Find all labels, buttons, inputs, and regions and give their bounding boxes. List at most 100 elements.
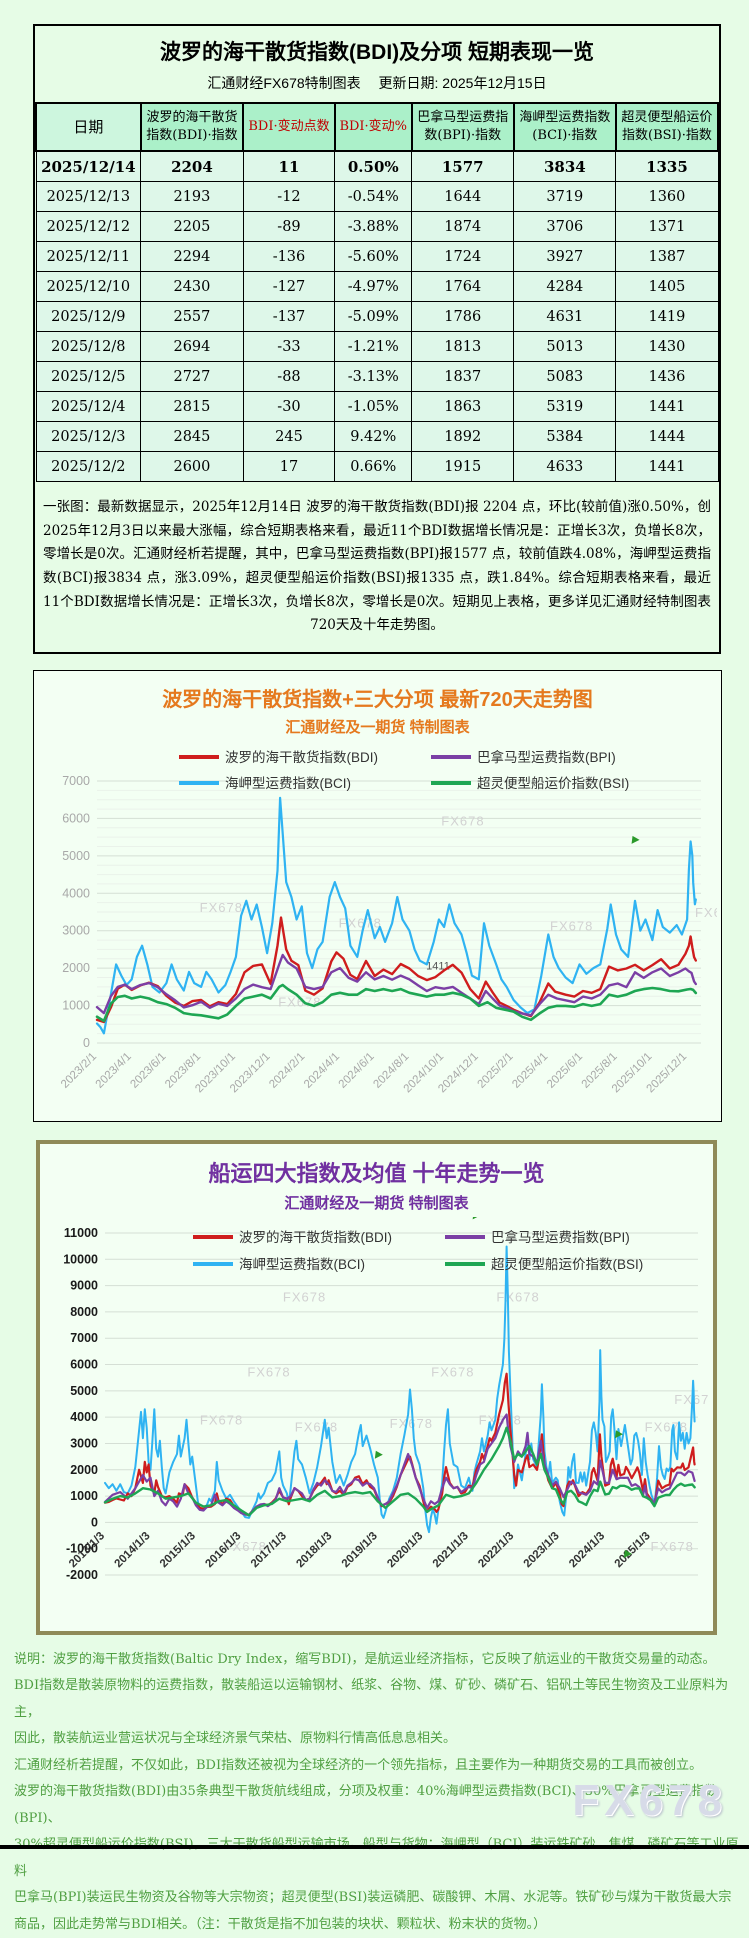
svg-text:2015/1/3: 2015/1/3 — [158, 1530, 198, 1570]
cell: 1892 — [411, 421, 515, 452]
series-2 — [95, 796, 697, 1035]
chart2-subtitle: 汇通财经及一期货 特制图表 — [284, 1194, 469, 1212]
header-row: 日期 波罗的海干散货 指数(BDI)·指数 BDI·变动点数 BDI·变动% 巴拿马型运费… — [35, 102, 720, 152]
svg-text:2025/4/1: 2025/4/1 — [510, 1050, 550, 1090]
table-row: 2025/12/12 2205 -89 -3.88% 1874 3706 1371 — [35, 211, 719, 242]
svg-text:1000: 1000 — [70, 1489, 98, 1503]
analysis-paragraph: 一张图：最新数据显示，2025年12月14日 波罗的海干散货指数(BDI)报 2… — [43, 499, 711, 634]
series-3 — [95, 983, 697, 1022]
cell: 2694 — [140, 331, 244, 362]
svg-text:2018/1/3: 2018/1/3 — [294, 1530, 334, 1570]
svg-text:海岬型运费指数(BCI): 海岬型运费指数(BCI) — [239, 1257, 365, 1272]
cell: -137 — [242, 301, 336, 332]
cell: 1360 — [615, 181, 719, 212]
svg-text:FX678: FX678 — [390, 1416, 433, 1431]
table-row: 2025/12/14 2204 11 0.50% 1577 3834 1335 — [35, 150, 719, 182]
svg-text:10000: 10000 — [63, 1252, 98, 1266]
cell: 1441 — [615, 451, 719, 482]
cell: 2845 — [140, 421, 244, 452]
chart-720days-card: 波罗的海干散货指数+三大分项 最新720天走势图 汇通财经及一期货 特制图表 0… — [33, 669, 722, 1122]
bdi-short-term-card: 波罗的海干散货指数(BDI)及分项 短期表现一览 汇通财经FX678特制图表 更… — [33, 24, 721, 654]
svg-text:波罗的海干散货指数(BDI): 波罗的海干散货指数(BDI) — [239, 1229, 392, 1245]
svg-text:1000: 1000 — [62, 998, 90, 1012]
cell: 2025/12/5 — [35, 361, 142, 392]
cell: 2205 — [140, 211, 244, 242]
cell: 4631 — [513, 301, 617, 332]
cell: 2204 — [140, 150, 244, 182]
table-row: 2025/12/4 2815 -30 -1.05% 1863 5319 1441 — [35, 391, 719, 422]
cell: 2430 — [140, 271, 244, 302]
svg-text:FX678: FX678 — [694, 905, 716, 920]
table-title: 波罗的海干散货指数(BDI)及分项 短期表现一览 — [160, 41, 594, 64]
cell: 245 — [242, 421, 336, 452]
cell: 1387 — [615, 241, 719, 272]
svg-text:3000: 3000 — [62, 923, 90, 937]
cell: 4284 — [513, 271, 617, 302]
cell: 1786 — [411, 301, 515, 332]
table-row: 2025/12/8 2694 -33 -1.21% 1813 5013 1430 — [35, 331, 719, 362]
table-row: 2025/12/3 2845 245 9.42% 1892 5384 1444 — [35, 421, 719, 452]
cell: 9.42% — [334, 421, 413, 452]
svg-text:巴拿马型运费指数(BPI): 巴拿马型运费指数(BPI) — [477, 749, 616, 765]
cell: 11 — [242, 150, 336, 182]
cell: 17 — [242, 451, 336, 482]
column-header: BDI·变动% — [333, 102, 413, 152]
svg-text:2023/1/3: 2023/1/3 — [522, 1530, 562, 1570]
svg-text:11000: 11000 — [64, 1226, 98, 1240]
svg-text:2025/6/1: 2025/6/1 — [544, 1050, 584, 1090]
cell: 2815 — [140, 391, 244, 422]
cell: 2025/12/10 — [35, 271, 142, 302]
svg-text:2023/4/1: 2023/4/1 — [93, 1050, 133, 1090]
note-line: 商品，因此走势常与BDI相关。（注：干散货是指不加包装的块状、颗粒状、粉末状的货… — [14, 1916, 547, 1932]
series-2 — [104, 1245, 696, 1533]
svg-text:3000: 3000 — [70, 1436, 98, 1450]
table-row: 2025/12/10 2430 -127 -4.97% 1764 4284 1405 — [35, 271, 719, 302]
svg-text:9000: 9000 — [70, 1278, 98, 1292]
series-0 — [103, 1372, 696, 1516]
note-line: 说明：波罗的海干散货指数(Baltic Dry Index，缩写BDI)，是航运… — [14, 1651, 716, 1667]
svg-text:2025/2/1: 2025/2/1 — [475, 1050, 515, 1090]
cell: 0.66% — [334, 451, 413, 482]
bottom-border — [0, 1845, 749, 1849]
cell: 1335 — [615, 150, 719, 182]
svg-text:2022/1/3: 2022/1/3 — [476, 1530, 516, 1570]
bdi-table: 日期 波罗的海干散货 指数(BDI)·指数 BDI·变动点数 BDI·变动% 巴拿马型运费… — [35, 102, 720, 482]
svg-text:2025/1/3: 2025/1/3 — [613, 1530, 653, 1570]
svg-text:FX678: FX678 — [441, 813, 484, 828]
note-line: 因此，散装航运业营运状况与全球经济景气荣枯、原物料行情高低息息相关。 — [14, 1731, 457, 1747]
svg-text:2021/1/3: 2021/1/3 — [431, 1530, 471, 1570]
chart1-plot: 0 1000 2000 3000 4000 5000 6000 7000 FX678 FX678 F… — [58, 741, 716, 1095]
cell: 2025/12/11 — [35, 241, 142, 272]
svg-text:-1000: -1000 — [66, 1541, 98, 1555]
cell: 1863 — [411, 391, 515, 422]
cell: 5384 — [513, 421, 617, 452]
svg-text:8000: 8000 — [70, 1305, 98, 1319]
cell: 2025/12/8 — [35, 331, 142, 362]
table-subtitle: 汇通财经FX678特制图表 更新日期: 2025年12月15日 — [207, 75, 547, 91]
column-header: 巴拿马型运费指 数(BPI)·指数 — [410, 102, 515, 152]
svg-text:FX678: FX678 — [568, 741, 611, 742]
cell: -88 — [242, 361, 336, 392]
cell: 1430 — [615, 331, 719, 362]
svg-text:2024/4/1: 2024/4/1 — [301, 1050, 341, 1090]
svg-text:FX678: FX678 — [283, 1289, 326, 1304]
cell: 2557 — [140, 301, 244, 332]
svg-text:FX678: FX678 — [496, 1289, 539, 1304]
cell: -12 — [242, 181, 336, 212]
cell: -1.21% — [334, 331, 413, 362]
cell: 5083 — [513, 361, 617, 392]
series-1 — [95, 953, 697, 1017]
column-header: 波罗的海干散货 指数(BDI)·指数 — [139, 102, 245, 152]
cell: 1577 — [411, 150, 515, 182]
chart1-title: 波罗的海干散货指数+三大分项 最新720天走势图 — [162, 688, 593, 711]
cell: 1436 — [615, 361, 719, 392]
cell: -89 — [242, 211, 336, 242]
cell: 3927 — [513, 241, 617, 272]
svg-text:FX678: FX678 — [411, 741, 454, 742]
cell: 1874 — [411, 211, 515, 242]
note-line: 汇通财经析若提醒，不仅如此，BDI指数还被视为全球经济的一个领先指标，且主要作为… — [14, 1757, 703, 1773]
cell: 2600 — [140, 451, 244, 482]
cell: 3706 — [513, 211, 617, 242]
svg-text:2000: 2000 — [70, 1463, 98, 1477]
svg-text:巴拿马型运费指数(BPI): 巴拿马型运费指数(BPI) — [491, 1229, 630, 1245]
